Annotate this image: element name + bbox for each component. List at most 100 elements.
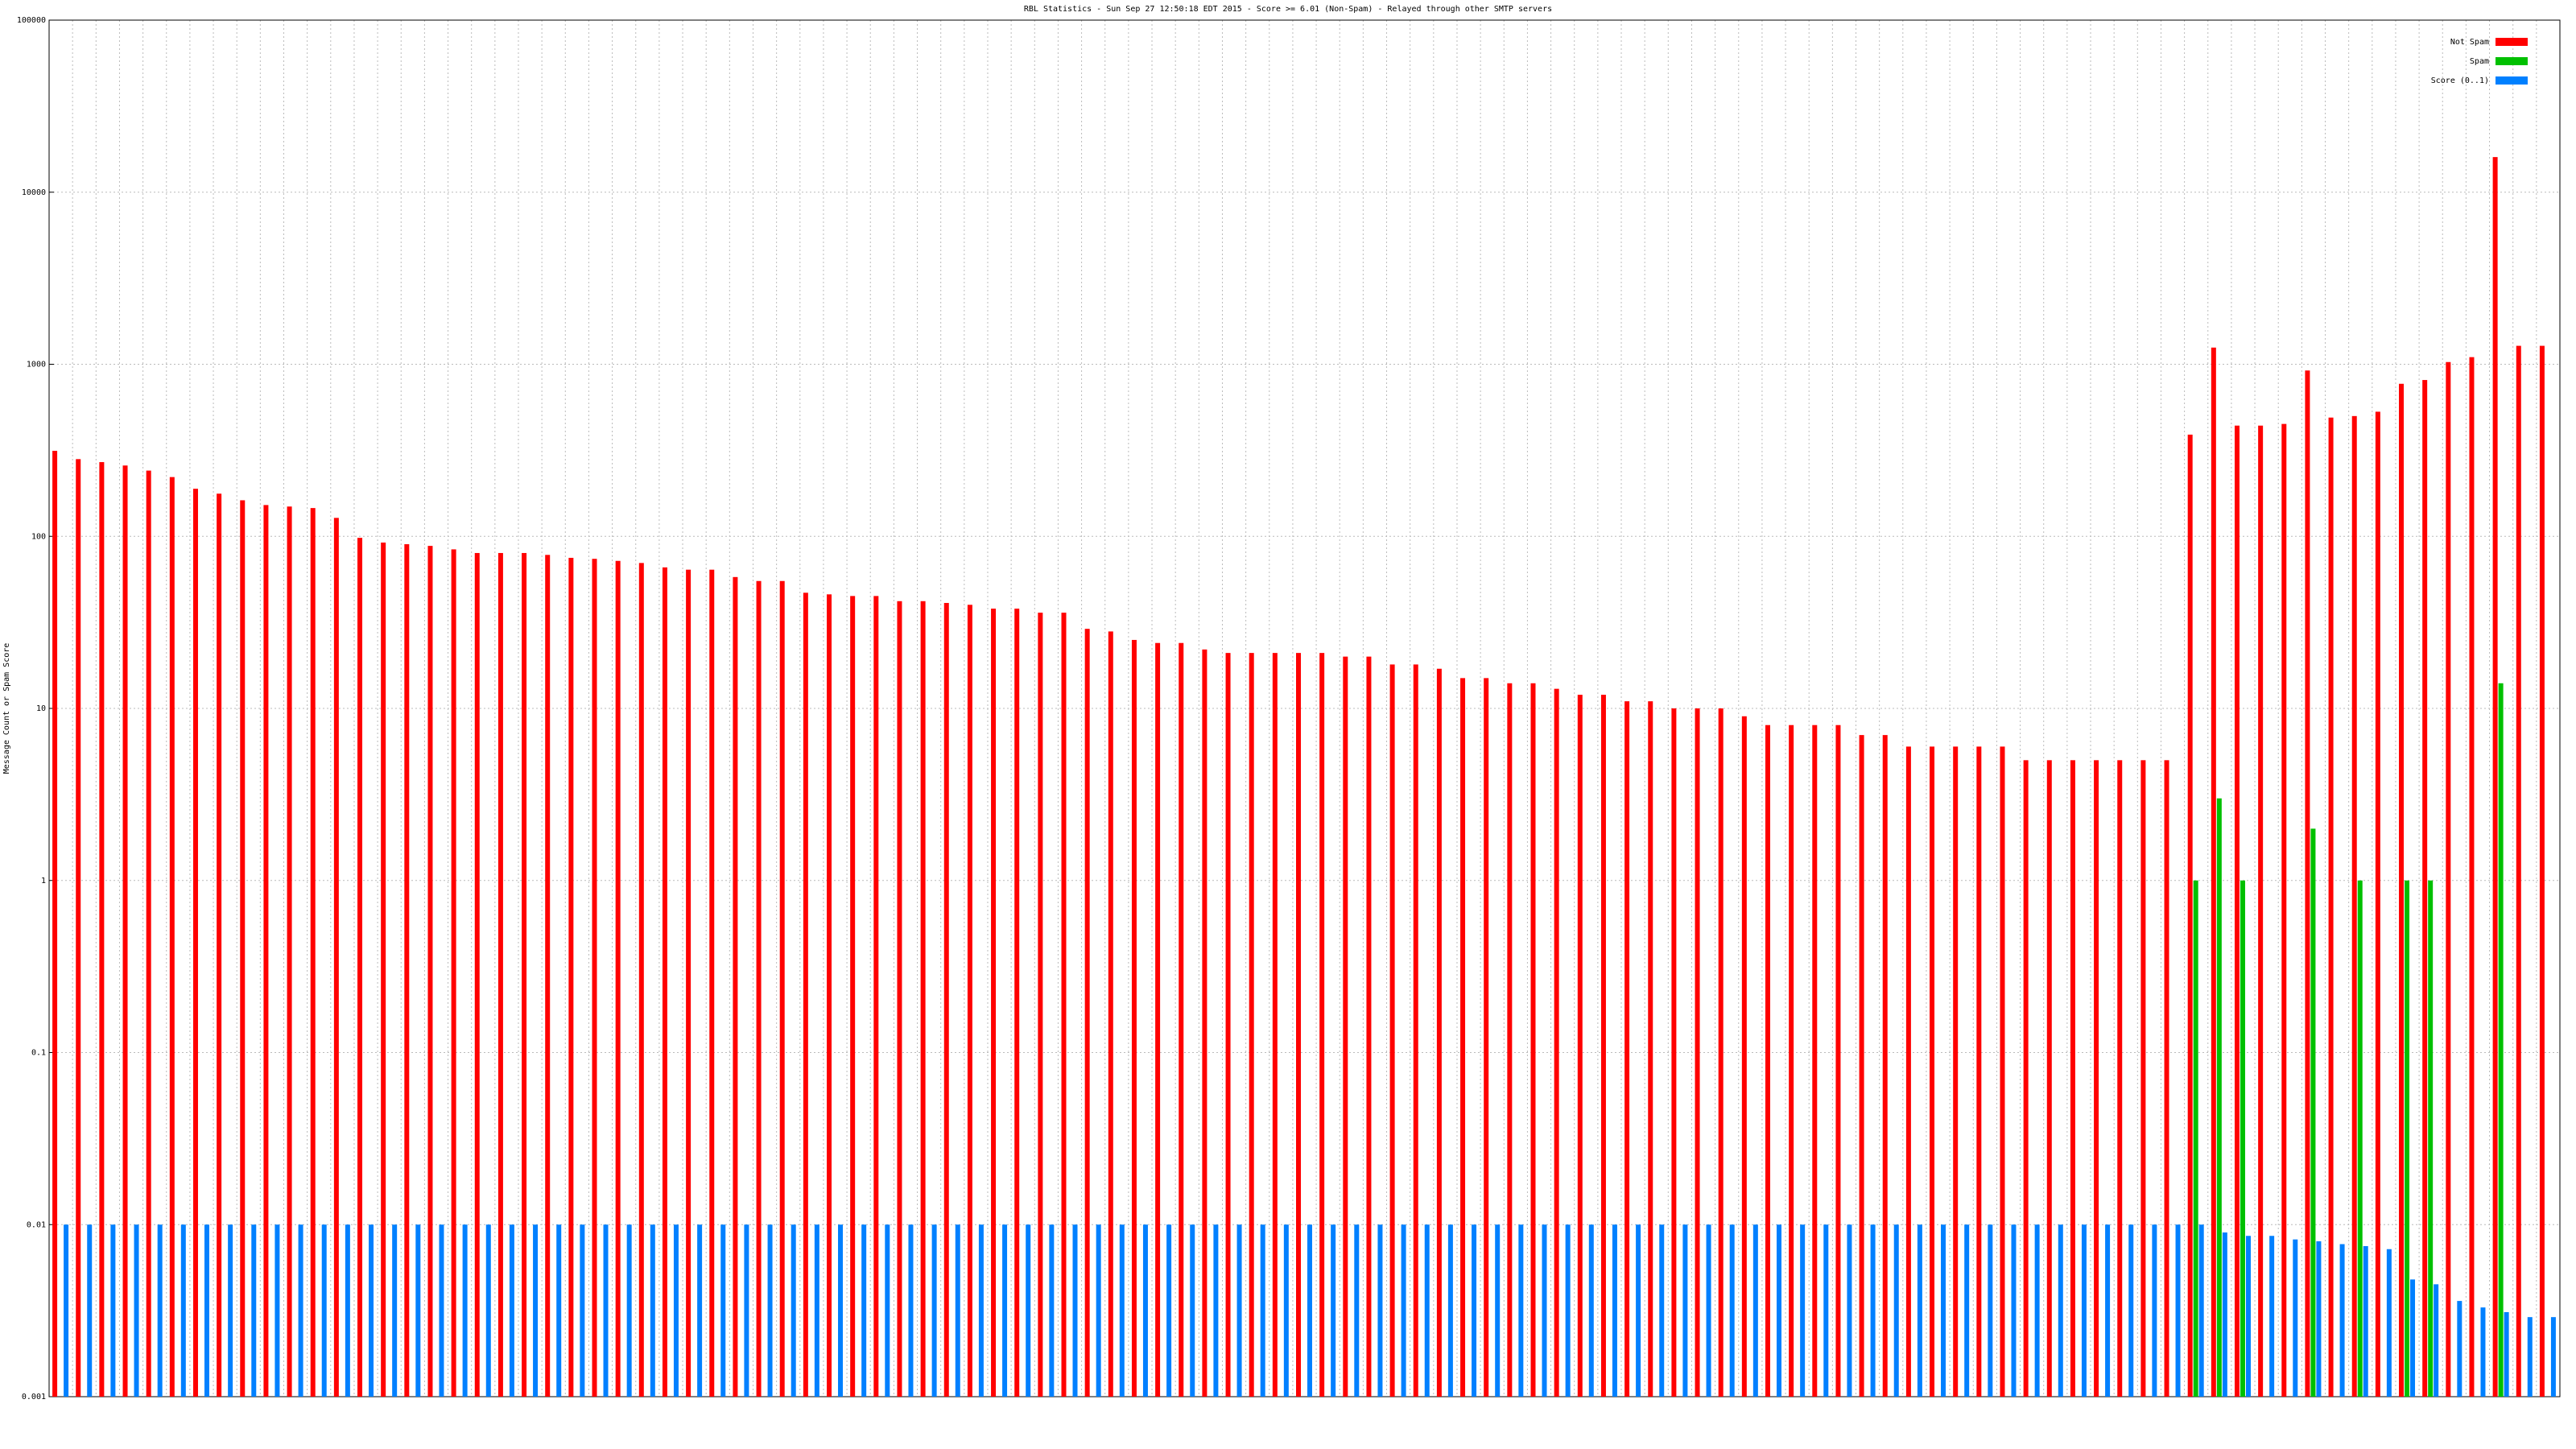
bar <box>1988 1224 1993 1397</box>
bar <box>1859 735 1864 1397</box>
bar <box>1484 678 1489 1397</box>
bar <box>827 594 832 1397</box>
bar <box>122 465 128 1397</box>
bar <box>228 1224 233 1397</box>
bar <box>1283 1224 1289 1397</box>
bar <box>1812 724 1818 1397</box>
bar <box>497 552 503 1397</box>
bar <box>920 601 926 1397</box>
bar <box>287 506 292 1397</box>
bar <box>1049 1224 1055 1397</box>
bar <box>2211 347 2216 1397</box>
bar <box>1507 683 1513 1397</box>
bar <box>2527 1317 2533 1397</box>
bar <box>1354 1224 1360 1397</box>
bar <box>474 552 480 1397</box>
bar <box>1343 656 1348 1397</box>
bar <box>650 1224 655 1397</box>
bar <box>1682 1224 1688 1397</box>
bar <box>2140 760 2146 1397</box>
bar <box>87 1224 93 1397</box>
bar <box>1518 1224 1524 1397</box>
bar <box>1002 1224 1008 1397</box>
legend-label: Spam <box>2470 57 2489 66</box>
bar <box>2469 357 2475 1397</box>
bar <box>2305 370 2310 1397</box>
bar <box>485 1224 491 1397</box>
bar <box>2046 760 2052 1397</box>
bar <box>1190 1224 1195 1397</box>
bar <box>392 1224 398 1397</box>
bar <box>814 1224 819 1397</box>
y-tick-label: 0.001 <box>22 1393 46 1402</box>
bar <box>2175 1224 2181 1397</box>
bar <box>1389 664 1395 1397</box>
bar <box>1624 701 1630 1397</box>
bar <box>2198 1224 2204 1397</box>
bar <box>369 1224 374 1397</box>
bar <box>427 546 433 1397</box>
bar <box>1319 653 1325 1397</box>
bar <box>1119 1224 1125 1397</box>
bar <box>1648 701 1653 1397</box>
bar <box>1554 688 1559 1397</box>
legend-label: Not Spam <box>2450 38 2489 47</box>
bar <box>2399 383 2405 1397</box>
bar <box>2152 1224 2157 1397</box>
bar <box>709 569 715 1397</box>
bar <box>1472 1224 1477 1397</box>
bar <box>99 462 105 1397</box>
bar <box>1460 678 1466 1397</box>
bar <box>357 538 363 1397</box>
bar <box>1718 708 1724 1397</box>
bar <box>1236 1224 1242 1397</box>
bar <box>2480 1307 2486 1397</box>
bar <box>1917 1224 1922 1397</box>
y-tick-label: 10000 <box>22 188 46 197</box>
bar <box>2269 1236 2275 1397</box>
bar <box>1038 613 1043 1397</box>
bar <box>897 601 902 1397</box>
bar <box>1577 695 1583 1397</box>
bar <box>686 569 691 1397</box>
bar <box>1401 1224 1406 1397</box>
bar <box>1729 1224 1735 1397</box>
bar <box>2457 1301 2462 1397</box>
bar <box>2504 1311 2509 1397</box>
bar <box>955 1224 960 1397</box>
bar <box>1741 716 1747 1397</box>
bar <box>2375 411 2380 1397</box>
bar <box>1108 631 1113 1397</box>
bar <box>275 1224 280 1397</box>
bar <box>2240 880 2245 1397</box>
bar <box>2281 423 2287 1397</box>
bar <box>1964 1224 1970 1397</box>
bar <box>157 1224 163 1397</box>
bar <box>2058 1224 2063 1397</box>
bar <box>2410 1279 2416 1397</box>
bar <box>1131 639 1137 1397</box>
bar <box>943 603 949 1397</box>
bar <box>1953 746 1959 1397</box>
bar <box>1225 653 1231 1397</box>
plot-frame <box>48 19 2561 1397</box>
bar <box>1835 724 1841 1397</box>
bar <box>568 557 574 1397</box>
bar <box>1659 1224 1665 1397</box>
bar <box>263 505 269 1397</box>
bar <box>2357 880 2363 1397</box>
bar <box>462 1224 468 1397</box>
bar <box>146 470 151 1397</box>
bar <box>2187 434 2193 1397</box>
bar <box>626 1224 632 1397</box>
bar <box>2023 760 2029 1397</box>
chart-title: RBL Statistics - Sun Sep 27 12:50:18 EDT… <box>1024 5 1552 14</box>
bar <box>1424 1224 1430 1397</box>
bar <box>756 580 762 1397</box>
bar <box>2498 683 2504 1397</box>
bar <box>673 1224 679 1397</box>
bar <box>2105 1224 2111 1397</box>
bar <box>2446 361 2451 1397</box>
bar <box>64 1224 69 1397</box>
